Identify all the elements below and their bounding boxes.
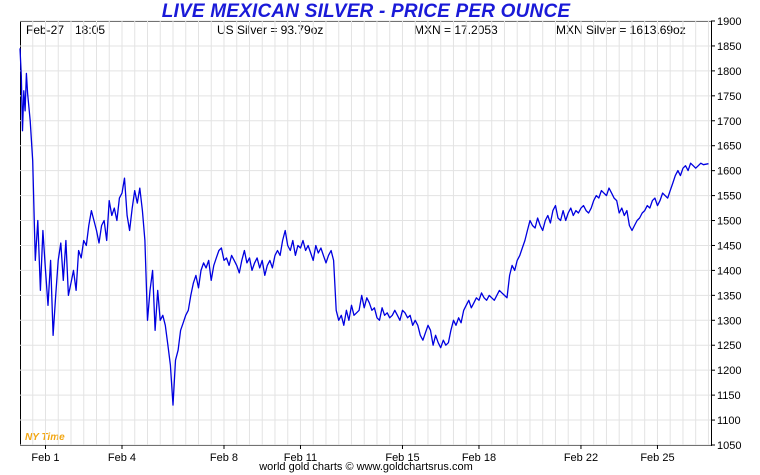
- x-tick-label: Feb 8: [210, 452, 238, 464]
- y-tick-label: 1100: [717, 415, 741, 427]
- y-tick-label: 1900: [717, 16, 741, 28]
- price-series-line: [19, 48, 709, 406]
- y-tick-label: 1650: [717, 141, 741, 153]
- y-tick-label: 1400: [717, 265, 741, 277]
- y-tick-label: 1300: [717, 315, 741, 327]
- x-tick-label: Feb 11: [284, 452, 317, 464]
- x-tick-label: Feb 15: [385, 452, 419, 464]
- x-tick-label: Feb 18: [462, 452, 496, 464]
- mxn-rate-readout: MXN = 17.2053: [414, 23, 498, 37]
- y-tick-label: 1250: [717, 340, 741, 352]
- source-credit: world gold charts © www.goldchartsrus.co…: [259, 461, 473, 473]
- y-tick-label: 1050: [717, 440, 741, 452]
- y-tick-label: 1500: [717, 216, 741, 228]
- y-tick-label: 1200: [717, 365, 741, 377]
- y-tick-label: 1800: [717, 66, 741, 78]
- y-tick-label: 1150: [717, 390, 741, 402]
- x-tick-label: Feb 1: [31, 452, 59, 464]
- y-tick-label: 1850: [717, 41, 741, 53]
- us-silver-readout: US Silver = 93.79oz: [217, 23, 324, 37]
- y-tick-label: 1700: [717, 116, 741, 128]
- y-tick-label: 1450: [717, 240, 741, 252]
- y-tick-label: 1750: [717, 91, 741, 103]
- chart-title: LIVE MEXICAN SILVER - PRICE PER OUNCE: [161, 1, 571, 22]
- time-readout: 18:05: [75, 23, 106, 37]
- x-tick-label: Feb 4: [108, 452, 136, 464]
- timezone-label: NY Time: [25, 432, 65, 443]
- x-tick-label: Feb 25: [640, 452, 674, 464]
- y-tick-label: 1600: [717, 166, 741, 178]
- y-tick-label: 1350: [717, 290, 741, 302]
- x-tick-label: Feb 22: [564, 452, 598, 464]
- y-tick-label: 1550: [717, 191, 741, 203]
